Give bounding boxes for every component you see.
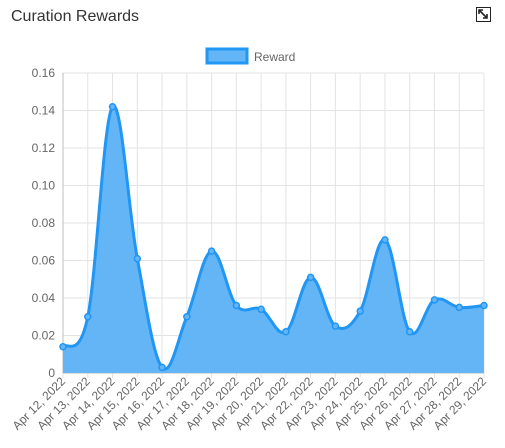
y-tick-label: 0.14 bbox=[32, 104, 56, 118]
legend-swatch-reward bbox=[205, 47, 249, 65]
y-tick-label: 0 bbox=[48, 366, 55, 380]
data-point bbox=[331, 322, 340, 330]
data-point bbox=[430, 296, 439, 304]
y-tick-label: 0.16 bbox=[32, 66, 56, 80]
data-point bbox=[84, 313, 92, 321]
expand-icon[interactable] bbox=[476, 7, 491, 22]
data-point bbox=[108, 103, 117, 111]
series-area-reward bbox=[63, 106, 484, 373]
legend[interactable]: Reward bbox=[205, 47, 295, 65]
data-points bbox=[59, 103, 488, 372]
data-point bbox=[207, 247, 216, 255]
data-point bbox=[257, 305, 265, 313]
y-tick-label: 0.04 bbox=[32, 291, 56, 305]
data-point bbox=[356, 307, 364, 315]
data-point bbox=[455, 303, 463, 312]
y-tick-label: 0.08 bbox=[32, 216, 56, 230]
y-tick-label: 0.06 bbox=[32, 254, 56, 268]
data-point bbox=[306, 273, 315, 282]
y-axis-ticks: 0.16 0.14 0.12 0.10 0.08 0.06 0.04 0.02 0 bbox=[32, 66, 56, 380]
data-point bbox=[282, 328, 290, 336]
data-point bbox=[480, 301, 488, 310]
y-tick-label: 0.12 bbox=[32, 141, 56, 155]
legend-label-reward: Reward bbox=[254, 50, 295, 64]
data-point bbox=[59, 343, 67, 351]
data-point bbox=[158, 363, 166, 372]
data-point bbox=[133, 254, 142, 263]
y-tick-label: 0.02 bbox=[32, 329, 56, 343]
data-point bbox=[381, 236, 389, 244]
data-point bbox=[232, 301, 241, 310]
data-point bbox=[405, 328, 414, 336]
y-tick-label: 0.10 bbox=[32, 179, 56, 193]
widget-title: Curation Rewards bbox=[11, 8, 140, 25]
data-point bbox=[183, 313, 191, 321]
